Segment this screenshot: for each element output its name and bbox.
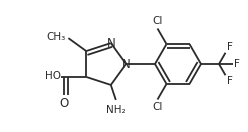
Text: Cl: Cl (152, 102, 163, 112)
Text: HO: HO (45, 71, 61, 81)
Text: N: N (122, 58, 130, 70)
Text: F: F (234, 59, 240, 69)
Text: Cl: Cl (152, 16, 163, 27)
Text: F: F (226, 42, 232, 52)
Text: N: N (106, 37, 115, 50)
Text: CH₃: CH₃ (46, 32, 65, 42)
Text: O: O (60, 97, 69, 110)
Text: NH₂: NH₂ (106, 105, 125, 115)
Text: F: F (226, 76, 232, 86)
